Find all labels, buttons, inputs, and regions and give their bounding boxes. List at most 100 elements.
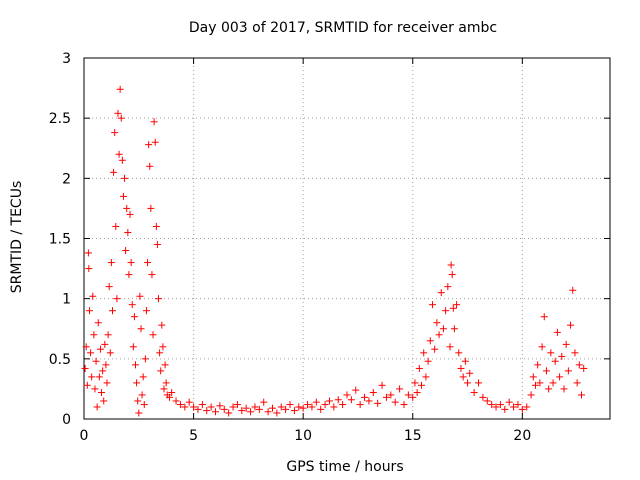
grid-lines [84,58,610,419]
data-point-107 [295,403,303,411]
y-tick-label-3: 1.5 [49,232,71,248]
data-point-105 [286,401,294,409]
data-point-176 [529,373,537,381]
data-point-29 [112,222,120,230]
data-point-142 [428,301,436,309]
data-point-58 [144,259,152,267]
data-point-187 [553,328,561,336]
data-point-48 [133,379,141,387]
data-point-140 [424,357,432,365]
data-point-84 [194,405,202,413]
y-tick-label-4: 2 [62,171,71,187]
data-point-67 [153,241,161,249]
data-point-16 [98,389,106,397]
data-point-59 [145,141,153,149]
data-point-131 [400,401,408,409]
data-point-23 [105,283,113,291]
data-point-27 [110,168,118,176]
data-point-51 [136,292,144,300]
data-point-146 [437,289,445,297]
data-point-184 [547,349,555,357]
data-point-32 [115,150,123,158]
data-point-19 [101,340,109,348]
data-point-144 [433,319,441,327]
x-axis-label: GPS time / hours [286,459,403,475]
data-point-188 [556,373,564,381]
x-tick-label-0: 0 [80,428,89,444]
data-point-125 [374,399,382,407]
data-point-186 [551,357,559,365]
data-point-61 [147,204,155,212]
data-point-1 [82,343,90,351]
data-point-30 [113,295,121,303]
data-point-98 [255,405,263,413]
data-point-26 [108,307,116,315]
data-point-180 [538,343,546,351]
data-point-175 [527,391,535,399]
data-point-69 [156,349,164,357]
data-point-25 [107,259,115,267]
data-point-40 [124,228,132,236]
data-point-173 [518,405,526,413]
data-point-167 [492,403,500,411]
y-tick-label-1: 0.5 [49,352,71,368]
data-point-49 [134,397,142,405]
data-point-80 [176,401,184,409]
data-point-197 [575,361,583,369]
data-point-157 [457,364,465,372]
data-point-102 [273,409,281,417]
data-point-56 [141,355,149,363]
data-point-4 [85,265,93,273]
data-point-181 [540,313,548,321]
data-point-128 [387,391,395,399]
data-point-74 [161,361,169,369]
data-point-153 [449,304,457,312]
data-point-53 [138,391,146,399]
data-point-72 [159,343,167,351]
data-point-109 [304,401,312,409]
data-point-137 [418,381,426,389]
data-point-95 [242,404,250,412]
data-point-15 [96,345,104,353]
data-point-114 [325,397,333,405]
data-point-73 [160,385,168,393]
data-point-65 [151,138,159,146]
data-point-183 [545,385,553,393]
data-point-34 [117,114,125,122]
data-point-118 [343,391,351,399]
data-point-99 [260,398,268,406]
data-point-112 [317,405,325,413]
y-tick-label-0: 0 [62,412,71,428]
data-point-60 [146,162,154,170]
data-point-108 [299,404,307,412]
data-point-174 [523,403,531,411]
data-point-62 [148,271,156,279]
data-point-126 [378,381,386,389]
data-point-20 [102,361,110,369]
data-point-133 [409,393,417,401]
data-point-161 [466,369,474,377]
data-point-63 [149,331,157,339]
y-axis-label: SRMTID / TECUs [9,181,25,294]
data-point-195 [571,349,579,357]
data-point-88 [212,408,219,416]
axis-ticks: 0 5 10 15 20 0 0.5 1 1.5 2 2.5 3 [49,51,610,444]
data-point-33 [116,85,124,93]
data-point-154 [450,325,458,333]
data-point-36 [119,192,127,200]
data-point-122 [361,393,369,401]
data-point-13 [94,319,102,327]
x-tick-label-4: 20 [513,428,531,444]
x-tick-label-3: 15 [404,428,422,444]
data-point-164 [479,393,487,401]
data-point-86 [203,407,211,415]
data-point-185 [549,379,557,387]
data-point-31 [114,109,122,117]
data-point-21 [103,379,111,387]
data-point-104 [282,405,290,413]
data-point-162 [470,389,478,397]
data-point-151 [447,261,455,269]
data-point-17 [99,367,107,375]
data-point-42 [126,210,134,218]
data-point-155 [453,301,461,309]
